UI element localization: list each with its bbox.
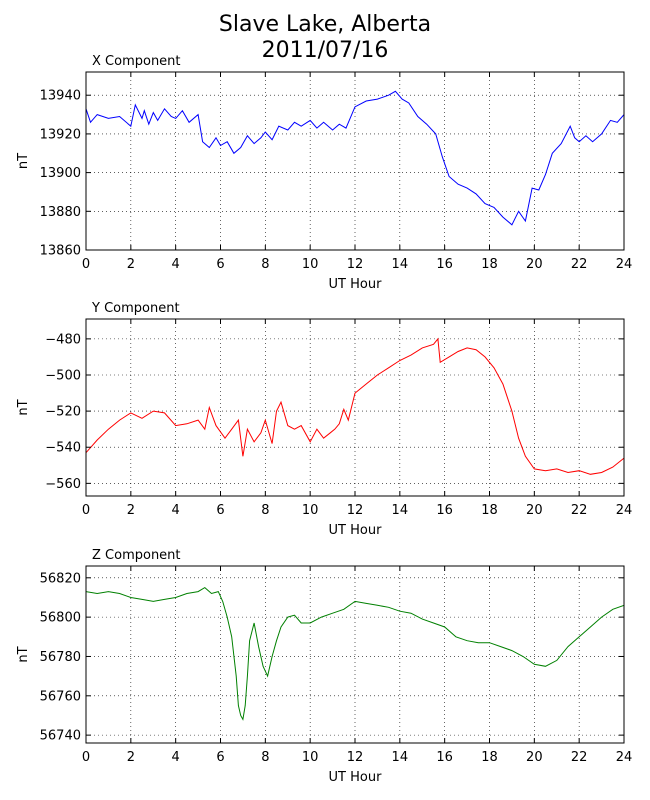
z-series-line [86, 586, 624, 721]
x-xtick-label: 0 [82, 257, 90, 272]
x-xtick-label: 18 [481, 257, 498, 272]
figure-subtitle: 2011/07/16 [261, 38, 389, 63]
x-yaxis-label: nT [16, 153, 31, 169]
x-component-plot: 0 2 4 6 8 10 12 14 16 18 20 22 241386013880139001392… [16, 54, 632, 292]
y-xtick-label: 18 [481, 503, 498, 518]
z-xtick-label: 12 [347, 750, 364, 765]
z-ytick-label: 56760 [40, 689, 81, 704]
x-xtick-label: 8 [261, 257, 269, 272]
y-xtick-label: 6 [216, 503, 224, 518]
y-ytick-label: −540 [45, 441, 81, 456]
z-xtick-label: 20 [526, 750, 543, 765]
z-ytick-label: 56740 [40, 729, 81, 744]
y-series-line [86, 337, 624, 475]
y-xtick-label: 8 [261, 503, 269, 518]
y-xtick-label: 12 [347, 503, 364, 518]
x-xtick-label: 6 [216, 257, 224, 272]
y-xtick-label: 14 [392, 503, 409, 518]
y-ytick-label: −520 [45, 405, 81, 420]
z-xtick-label: 22 [571, 750, 588, 765]
y-ytick-label: −480 [45, 332, 81, 347]
y-component-plot: 0 2 4 6 8 10 12 14 16 18 20 22 24−480−500−520−540−56… [16, 301, 632, 538]
z-xtick-label: 4 [172, 750, 180, 765]
z-ytick-label: 56780 [40, 650, 81, 665]
z-xtick-label: 10 [302, 750, 319, 765]
z-ytick-label: 56820 [40, 571, 81, 586]
y-xtick-label: 2 [127, 503, 135, 518]
z-xaxis-label: UT Hour [329, 770, 383, 785]
y-component-title: Y Component [91, 301, 180, 316]
x-ytick-label: 13920 [40, 127, 81, 142]
x-xtick-label: 14 [392, 257, 409, 272]
y-yaxis-label: nT [16, 399, 31, 415]
y-xtick-label: 0 [82, 503, 90, 518]
y-ytick-label: −500 [45, 368, 81, 383]
x-xtick-label: 22 [571, 257, 588, 272]
x-series-line [86, 90, 624, 226]
x-xtick-label: 24 [616, 257, 633, 272]
z-xtick-label: 2 [127, 750, 135, 765]
x-xtick-label: 2 [127, 257, 135, 272]
z-xtick-label: 16 [436, 750, 453, 765]
figure-title: Slave Lake, Alberta [218, 12, 432, 37]
x-ytick-label: 13900 [40, 166, 81, 181]
x-xtick-label: 16 [436, 257, 453, 272]
y-xtick-label: 24 [616, 503, 633, 518]
z-xtick-label: 8 [261, 750, 269, 765]
y-xtick-label: 10 [302, 503, 319, 518]
z-xtick-label: 24 [616, 750, 633, 765]
x-ytick-label: 13860 [40, 244, 81, 259]
y-xtick-label: 22 [571, 503, 588, 518]
z-xtick-label: 18 [481, 750, 498, 765]
z-ytick-label: 56800 [40, 611, 81, 626]
z-xtick-label: 6 [216, 750, 224, 765]
x-ytick-label: 13940 [40, 89, 81, 104]
z-component-title: Z Component [92, 548, 181, 563]
z-xtick-label: 14 [392, 750, 409, 765]
y-xaxis-label: UT Hour [329, 523, 383, 538]
x-component-title: X Component [92, 54, 181, 69]
x-xtick-label: 4 [172, 257, 180, 272]
x-xaxis-label: UT Hour [329, 277, 383, 292]
y-ytick-label: −560 [45, 477, 81, 492]
y-xtick-label: 4 [172, 503, 180, 518]
x-xtick-label: 10 [302, 257, 319, 272]
y-xtick-label: 20 [526, 503, 543, 518]
x-ytick-label: 13880 [40, 205, 81, 220]
z-yaxis-label: nT [16, 646, 31, 662]
z-component-plot: 0 2 4 6 8 10 12 14 16 18 20 22 245674056760567805680… [16, 548, 632, 785]
x-xtick-label: 20 [526, 257, 543, 272]
z-xtick-label: 0 [82, 750, 90, 765]
y-xtick-label: 16 [436, 503, 453, 518]
x-xtick-label: 12 [347, 257, 364, 272]
